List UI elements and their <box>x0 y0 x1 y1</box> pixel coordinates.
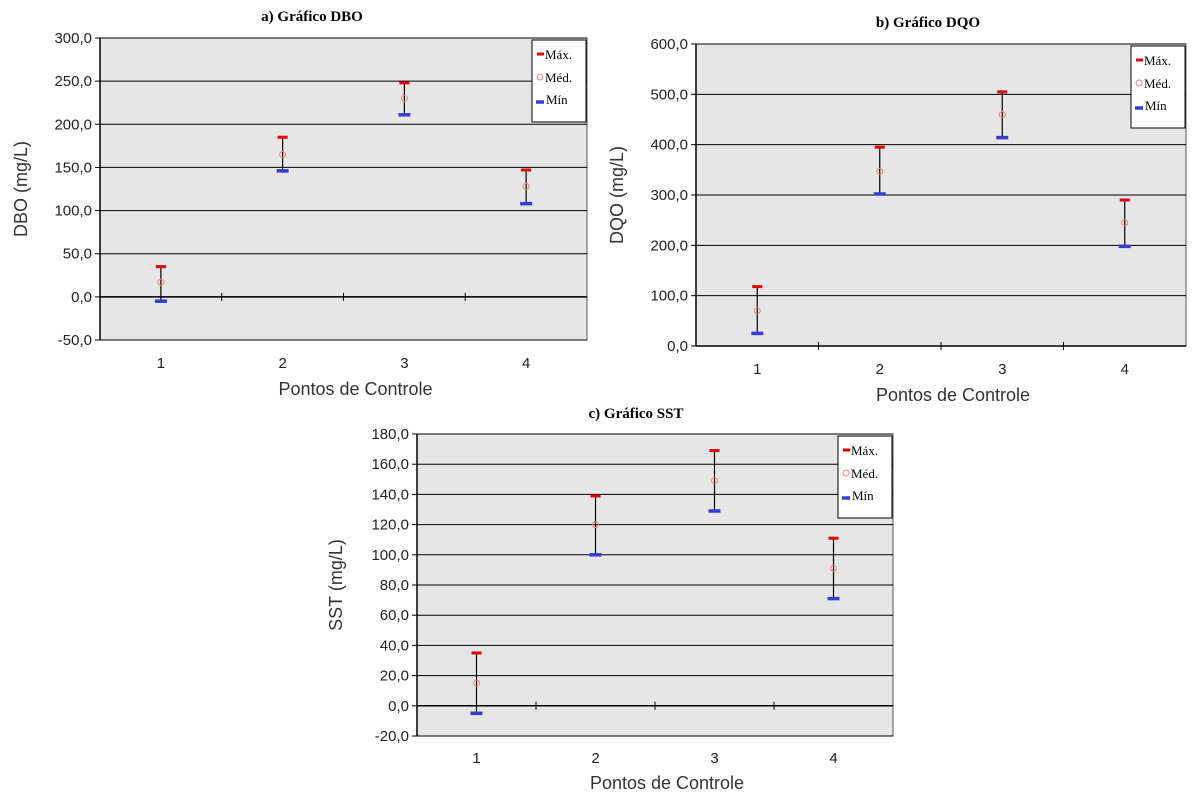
mean-marker <box>1121 219 1129 227</box>
x-axis-label: Pontos de Controle <box>278 379 432 399</box>
y-tick-label: 80,0 <box>380 577 409 594</box>
x-tick-label: 2 <box>876 361 884 378</box>
y-tick-label: 50,0 <box>63 246 92 263</box>
mean-marker <box>400 94 408 102</box>
chart-sst: c) Gráfico SST -20,0 0,0 20,0 40,0 60,0 80,0 10… <box>326 406 894 793</box>
mean-marker <box>279 150 287 158</box>
y-tick-label: -50,0 <box>58 332 92 349</box>
x-tick-label: 4 <box>522 355 530 372</box>
x-tick-label: 3 <box>998 361 1006 378</box>
mean-marker <box>830 564 837 572</box>
chart-title: c) Gráfico SST <box>589 406 684 422</box>
legend-med-label: Méd. <box>1144 76 1171 91</box>
x-tick-label: 1 <box>472 750 480 767</box>
legend-min-label: Mín <box>1145 98 1167 113</box>
y-tick-label: 180,0 <box>371 426 409 443</box>
y-tick-label: 500,0 <box>650 86 688 103</box>
legend: Máx. Méd. Mín <box>531 39 587 123</box>
legend-med-marker <box>536 73 544 81</box>
mean-marker <box>711 477 718 485</box>
x-tick-label: 1 <box>753 361 761 378</box>
legend: Máx. Méd. Mín <box>837 435 893 519</box>
legend-max-label: Máx. <box>545 47 572 62</box>
mean-marker <box>473 679 480 687</box>
chart-title: b) Gráfico DQO <box>876 15 980 31</box>
y-tick-label: 300,0 <box>54 30 92 47</box>
y-axis-label: SST (mg/L) <box>326 539 346 631</box>
y-tick-label: 160,0 <box>371 456 409 473</box>
y-tick-label: 140,0 <box>371 486 409 503</box>
legend: Máx. Méd. Mín <box>1130 45 1186 129</box>
y-tick-label: 200,0 <box>650 237 688 254</box>
mean-marker <box>522 182 530 190</box>
x-tick-label: 3 <box>710 750 718 767</box>
x-tick-label: 2 <box>591 750 599 767</box>
y-tick-label: 120,0 <box>371 517 409 534</box>
y-axis-label: DQO (mg/L) <box>607 146 627 244</box>
y-tick-label: 150,0 <box>54 159 92 176</box>
y-tick-label: 100,0 <box>371 547 409 564</box>
y-tick-label: 400,0 <box>650 137 688 154</box>
y-tick-label: 100,0 <box>650 288 688 305</box>
legend-max-label: Máx. <box>1144 53 1171 68</box>
y-tick-label: 0,0 <box>71 289 92 306</box>
legend-min-label: Mín <box>852 488 874 503</box>
y-tick-label: 0,0 <box>388 698 409 715</box>
y-axis-label: DBO (mg/L) <box>11 141 31 237</box>
legend-med-marker <box>842 469 850 477</box>
y-tick-label: 60,0 <box>380 607 409 624</box>
mean-marker <box>753 307 761 315</box>
mean-marker <box>592 521 599 529</box>
mean-marker <box>157 278 165 286</box>
legend-med-label: Méd. <box>545 70 572 85</box>
y-tick-label: 200,0 <box>54 116 92 133</box>
x-axis-label: Pontos de Controle <box>876 385 1030 405</box>
chart-dqo: b) Gráfico DQO 0,0 100,0 200,0 300,0 400,0 500… <box>607 15 1187 405</box>
x-axis-label: Pontos de Controle <box>590 773 744 793</box>
x-tick-label: 4 <box>1121 361 1129 378</box>
y-tick-label: 0,0 <box>667 338 688 355</box>
y-tick-label: 40,0 <box>380 637 409 654</box>
x-tick-label: 4 <box>829 750 837 767</box>
x-tick-label: 3 <box>400 355 408 372</box>
y-tick-label: -20,0 <box>375 728 409 745</box>
legend-med-label: Méd. <box>851 466 878 481</box>
x-tick-label: 2 <box>278 355 286 372</box>
legend-max-label: Máx. <box>851 443 878 458</box>
y-tick-label: 300,0 <box>650 187 688 204</box>
legend-box <box>837 435 893 519</box>
chart-dbo: a) Gráfico DBO -50,0 0,0 50,0 100,0 150,0 200,… <box>11 9 588 399</box>
chart-title: a) Gráfico DBO <box>261 9 363 25</box>
mean-marker <box>876 167 884 175</box>
y-tick-label: 20,0 <box>380 668 409 685</box>
y-tick-label: 100,0 <box>54 203 92 220</box>
y-tick-label: 250,0 <box>54 73 92 90</box>
mean-marker <box>998 110 1006 118</box>
x-tick-label: 1 <box>157 355 165 372</box>
legend-min-label: Mín <box>546 92 568 107</box>
legend-med-marker <box>1135 79 1143 87</box>
y-tick-label: 600,0 <box>650 36 688 53</box>
plot-area <box>99 37 588 341</box>
